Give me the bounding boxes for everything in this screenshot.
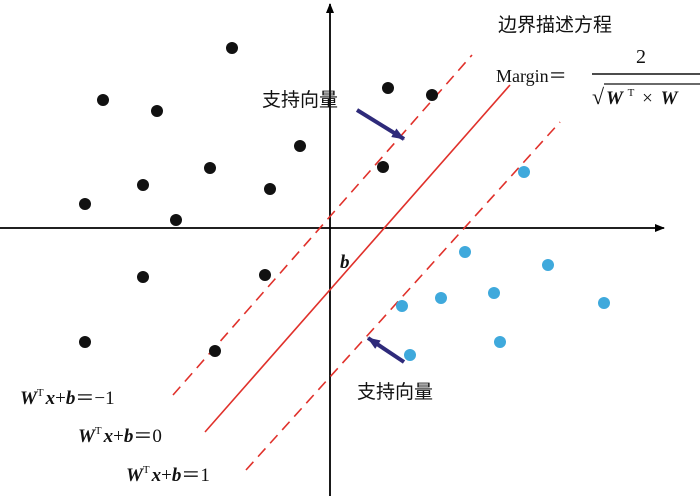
class-a-point xyxy=(264,183,276,195)
class-a-point xyxy=(377,161,389,173)
class-a-point xyxy=(79,198,91,210)
class-a-point xyxy=(137,179,149,191)
support-vector-label-bottom: 支持向量 xyxy=(357,381,433,403)
equation-minus-one: WT x+b＝−1 xyxy=(20,387,115,409)
class-b-point xyxy=(404,349,416,361)
margin-w2: W xyxy=(661,88,679,109)
class-a-point xyxy=(294,140,306,152)
margin-line-upper xyxy=(172,54,473,396)
decision-boundary xyxy=(204,84,511,433)
margin-t: T xyxy=(628,87,635,99)
b-label: b xyxy=(340,252,350,273)
margin-denominator: W T × W xyxy=(606,80,679,109)
support-vector-arrow-top xyxy=(355,108,406,141)
title: 边界描述方程 xyxy=(498,14,612,36)
class-b-point xyxy=(494,336,506,348)
equation-plus-one: WT x+b＝1 xyxy=(126,464,210,486)
equation-zero: WT x+b＝0 xyxy=(78,425,162,447)
class-a-point xyxy=(226,42,238,54)
class-b-point xyxy=(435,292,447,304)
class-a-points xyxy=(79,42,438,357)
class-a-point xyxy=(209,345,221,357)
class-a-point xyxy=(170,214,182,226)
support-vector-arrow-bottom xyxy=(366,336,406,364)
margin-times: × xyxy=(642,88,653,109)
class-b-point xyxy=(459,246,471,258)
margin-w1: W xyxy=(606,88,624,109)
support-vector-label-top: 支持向量 xyxy=(262,89,338,111)
class-b-point xyxy=(396,300,408,312)
class-b-point xyxy=(542,259,554,271)
margin-line-lower xyxy=(245,121,561,471)
class-a-point xyxy=(97,94,109,106)
class-b-point xyxy=(598,297,610,309)
class-a-point xyxy=(204,162,216,174)
sqrt-sign: √ xyxy=(592,84,605,109)
class-b-points xyxy=(396,166,610,361)
class-a-point xyxy=(151,105,163,117)
class-a-point xyxy=(137,271,149,283)
class-b-point xyxy=(488,287,500,299)
class-a-point xyxy=(79,336,91,348)
class-b-point xyxy=(518,166,530,178)
margin-prefix: Margin＝ xyxy=(496,66,567,86)
class-a-point xyxy=(382,82,394,94)
class-a-point xyxy=(426,89,438,101)
margin-numerator: 2 xyxy=(636,46,646,68)
class-a-point xyxy=(259,269,271,281)
